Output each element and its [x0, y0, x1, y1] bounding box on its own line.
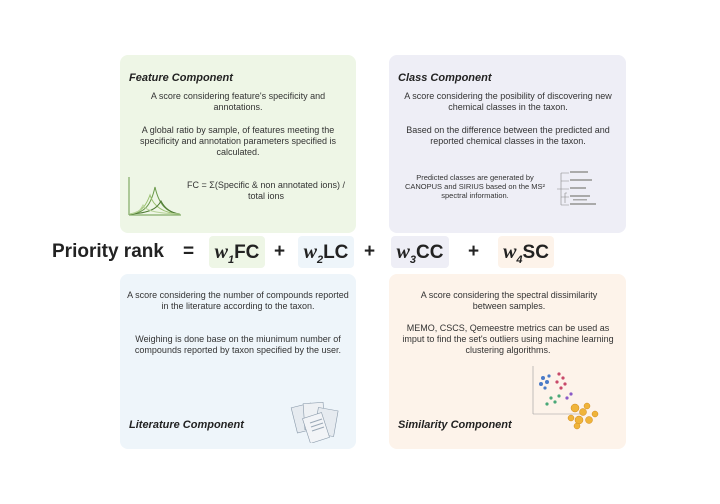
- literature-component-description: A score considering the number of compou…: [127, 290, 349, 311]
- feature-component-formula: FC = Σ(Specific & non annotated ions) / …: [187, 180, 345, 201]
- plus-sign: +: [468, 241, 480, 262]
- feature-component-title: Feature Component: [129, 72, 233, 84]
- class-component-description: A score considering the posibility of di…: [404, 91, 612, 112]
- literature-component-panel: A score considering the number of compou…: [120, 274, 356, 449]
- equals-sign: =: [183, 241, 195, 262]
- literature-component-method: Weighing is done base on the miunimum nu…: [134, 334, 342, 355]
- term-feature-component: w1FC: [209, 236, 265, 268]
- class-component-method: Based on the difference between the pred…: [406, 125, 610, 146]
- feature-component-method: A global ratio by sample, of features me…: [139, 125, 337, 157]
- literature-component-title: Literature Component: [129, 419, 244, 431]
- classification-tree-icon: [557, 171, 596, 206]
- term-similarity-component: w4SC: [498, 236, 554, 268]
- peak-chromatogram-icon: [128, 177, 181, 216]
- similarity-component-description: A score considering the spectral dissimi…: [420, 290, 598, 311]
- feature-component-panel: Feature Component A score considering fe…: [120, 55, 356, 233]
- similarity-component-panel: A score considering the spectral dissimi…: [389, 274, 626, 449]
- class-component-canopus-note: Predicted classes are generated by CANOP…: [404, 173, 546, 200]
- priority-rank-equation: Priority rank = w1FC + w2LC + w3CC + w4S…: [0, 236, 720, 268]
- plus-sign: +: [274, 241, 286, 262]
- clustering-scatter-icon: [532, 366, 599, 430]
- similarity-component-title: Similarity Component: [398, 419, 512, 431]
- similarity-component-method: MEMO, CSCS, Qemeestre metrics can be use…: [402, 323, 614, 355]
- documents-icon: [290, 402, 339, 443]
- term-literature-component: w2LC: [298, 236, 354, 268]
- plus-sign: +: [364, 241, 376, 262]
- term-class-component: w3CC: [391, 236, 449, 268]
- priority-rank-label: Priority rank: [52, 241, 164, 262]
- feature-component-description: A score considering feature's specificit…: [150, 91, 326, 112]
- class-component-panel: Class Component A score considering the …: [389, 55, 626, 233]
- class-component-title: Class Component: [398, 72, 492, 84]
